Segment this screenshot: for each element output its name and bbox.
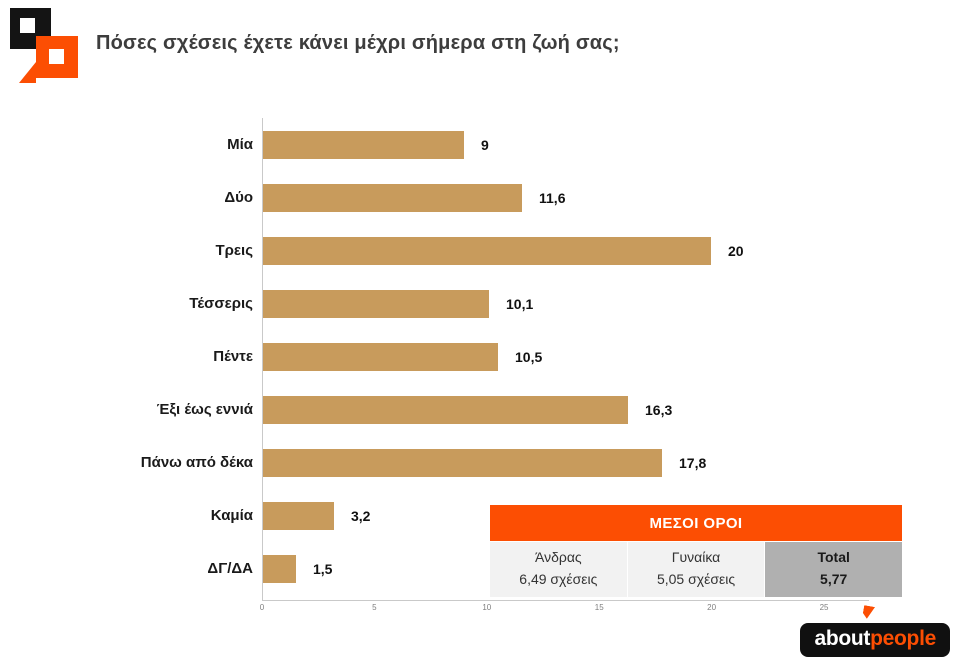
bar — [262, 554, 296, 583]
logo-shape — [10, 8, 78, 83]
avg-column: Άνδρας 6,49 σχέσεις — [490, 542, 627, 597]
category-label: Μία — [227, 136, 253, 153]
bar-value-label: 3,2 — [351, 507, 371, 524]
bar — [262, 130, 464, 159]
bar-track: 10,5 — [262, 330, 868, 383]
category-label: Τέσσερις — [189, 295, 253, 312]
category-label: Πέντε — [213, 348, 253, 365]
bar — [262, 342, 498, 371]
page-title: Πόσες σχέσεις έχετε κάνει μέχρι σήμερα σ… — [96, 32, 620, 54]
bar-track: 11,6 — [262, 171, 868, 224]
bar-row: Δύο 11,6 — [8, 171, 876, 224]
bar-track: 10,1 — [262, 277, 868, 330]
bar-value-label: 17,8 — [679, 454, 707, 471]
averages-table: ΜΕΣΟΙ ΟΡΟΙ Άνδρας 6,49 σχέσεις Γυναίκα 5,05… — [490, 505, 903, 597]
category-label: ΔΓ/ΔΑ — [207, 560, 253, 577]
brand-text-about: about — [814, 627, 871, 650]
x-axis-tick-label: 15 — [594, 603, 604, 612]
bar-track: 9 — [262, 118, 868, 171]
avg-column-value: 5,77 — [820, 571, 848, 587]
bar-track: 1,5 — [262, 542, 868, 595]
x-axis-tick-label: 10 — [482, 603, 492, 612]
accent-mark-icon — [862, 605, 875, 620]
aboutpeople-logo-icon — [10, 8, 80, 84]
avg-column-value: 5,05 σχέσεις — [656, 571, 736, 587]
averages-table-body: Άνδρας 6,49 σχέσεις Γυναίκα 5,05 σχέσεις Tot… — [490, 542, 903, 597]
aboutpeople-wordmark: aboutpeople — [800, 623, 950, 657]
bar — [262, 448, 662, 477]
x-axis-tick-label: 5 — [372, 603, 377, 612]
bar-value-label: 10,5 — [515, 348, 543, 365]
category-label: Τρεις — [215, 242, 253, 259]
brand-text-people: people — [870, 627, 936, 650]
bar — [262, 183, 522, 212]
y-axis-line — [262, 118, 263, 600]
bar-row: Τέσσερις 10,1 — [8, 277, 876, 330]
category-label: Καμία — [210, 507, 253, 524]
bar-row: Έξι έως εννιά 16,3 — [8, 383, 876, 436]
bar-row: Πάνω από δέκα 17,8 — [8, 436, 876, 489]
bar — [262, 501, 334, 530]
bar-track: 20 — [262, 224, 868, 277]
bar — [262, 236, 711, 265]
bar-value-label: 16,3 — [645, 401, 673, 418]
x-axis-tick-label: 25 — [819, 603, 829, 612]
averages-table-header: ΜΕΣΟΙ ΟΡΟΙ — [490, 505, 902, 541]
bar-value-label: 10,1 — [506, 295, 534, 312]
x-axis: 0 5 10 15 20 25 — [259, 600, 869, 614]
bar-value-label: 1,5 — [313, 560, 333, 577]
bar-value-label: 20 — [728, 242, 744, 259]
avg-column-label: Άνδρας — [534, 549, 582, 565]
bar-track: 3,2 — [262, 489, 868, 542]
avg-column: Γυναίκα 5,05 σχέσεις — [627, 542, 765, 597]
bar-row: ΔΓ/ΔΑ 1,5 — [8, 542, 876, 595]
bar-value-label: 11,6 — [539, 189, 566, 206]
category-label: Έξι έως εννιά — [156, 401, 253, 418]
avg-column-label: Γυναίκα — [671, 549, 721, 565]
bar — [262, 395, 628, 424]
bar-row: Καμία 3,2 — [8, 489, 876, 542]
bar-row: Πέντε 10,5 — [8, 330, 876, 383]
bar-value-label: 9 — [481, 136, 489, 153]
avg-column-value: 6,49 σχέσεις — [519, 571, 598, 587]
x-axis-tick-label: 0 — [259, 603, 265, 612]
category-label: Δύο — [224, 189, 253, 206]
avg-column: Total 5,77 — [765, 542, 903, 597]
bar-track: 16,3 — [262, 383, 868, 436]
bar — [262, 289, 489, 318]
bar-track: 17,8 — [262, 436, 868, 489]
x-axis-tick-label: 20 — [707, 603, 717, 612]
bar-chart: Μία 9 Δύο 11,6 Τρεις 20 Τέσσερις 10,1 Πέντε 10,5 Έ… — [8, 118, 876, 595]
bar-row: Τρεις 20 — [8, 224, 876, 277]
bar-row: Μία 9 — [8, 118, 876, 171]
avg-column-label: Total — [817, 549, 850, 565]
category-label: Πάνω από δέκα — [140, 454, 253, 471]
